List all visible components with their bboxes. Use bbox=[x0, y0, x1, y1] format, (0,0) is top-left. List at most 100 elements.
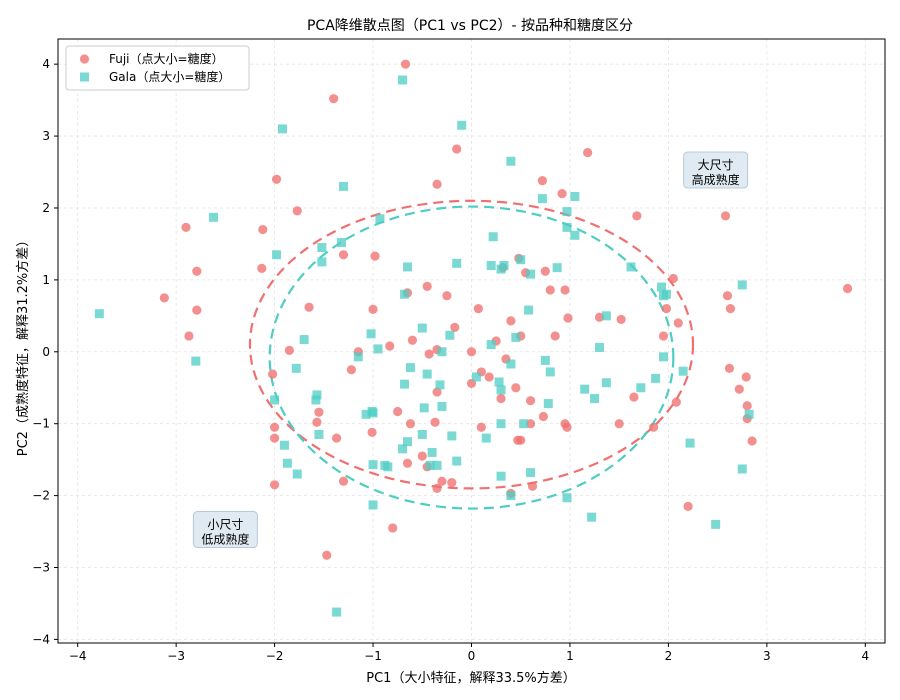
gala-point bbox=[678, 366, 688, 376]
legend-marker-gala bbox=[80, 72, 89, 82]
fuji-point bbox=[724, 363, 735, 373]
gala-point bbox=[511, 332, 521, 342]
gala-point bbox=[519, 419, 529, 429]
annotation-line2: 低成熟度 bbox=[201, 532, 249, 547]
gala-point bbox=[540, 355, 550, 365]
legend-label: Fuji（点大小=糖度） bbox=[109, 51, 224, 66]
gala-point bbox=[332, 607, 342, 617]
gala-point bbox=[405, 363, 415, 373]
fuji-point bbox=[405, 419, 416, 429]
fuji-point bbox=[447, 478, 457, 488]
fuji-point bbox=[540, 266, 550, 276]
fuji-point bbox=[450, 322, 460, 332]
gala-point bbox=[496, 419, 506, 429]
gala-point bbox=[272, 250, 282, 260]
fuji-point bbox=[720, 211, 731, 221]
fuji-point bbox=[506, 316, 516, 326]
x-tick-label: 1 bbox=[566, 649, 574, 663]
fuji-point bbox=[632, 211, 642, 221]
gala-point bbox=[398, 75, 408, 85]
gala-point bbox=[312, 390, 322, 400]
fuji-point bbox=[442, 291, 452, 301]
fuji-point bbox=[550, 331, 560, 341]
legend-label: Gala（点大小=糖度） bbox=[109, 69, 230, 84]
y-tick-label: −4 bbox=[32, 632, 50, 646]
gala-point bbox=[270, 395, 280, 405]
gala-point bbox=[337, 237, 347, 247]
fuji-point bbox=[417, 451, 427, 461]
y-tick-label: 1 bbox=[42, 273, 50, 287]
fuji-point bbox=[271, 174, 282, 184]
gala-point bbox=[279, 440, 289, 450]
y-tick-label: −2 bbox=[32, 489, 50, 503]
confidence-ellipse bbox=[268, 205, 675, 510]
gala-point bbox=[580, 384, 590, 394]
gala-point bbox=[496, 471, 506, 481]
gala-point bbox=[537, 194, 547, 204]
fuji-point bbox=[422, 281, 432, 291]
gala-point bbox=[661, 289, 671, 299]
fuji-point bbox=[385, 341, 395, 351]
gala-point bbox=[437, 401, 447, 411]
fuji-point bbox=[658, 331, 669, 341]
gala-point bbox=[452, 456, 462, 466]
legend: Fuji（点大小=糖度） Gala（点大小=糖度） bbox=[65, 45, 250, 91]
gala-point bbox=[516, 255, 526, 265]
fuji-point bbox=[668, 273, 678, 284]
annotation-line1: 小尺寸 bbox=[207, 518, 243, 532]
fuji-point bbox=[312, 417, 322, 427]
fuji-point bbox=[661, 304, 672, 314]
gala-point bbox=[526, 468, 536, 478]
fuji-point bbox=[496, 393, 506, 404]
fuji-point bbox=[432, 387, 442, 397]
fuji-point bbox=[269, 480, 280, 490]
gala-point bbox=[292, 469, 302, 479]
gala-point bbox=[417, 429, 427, 439]
gala-point bbox=[526, 269, 536, 279]
fuji-point bbox=[338, 476, 349, 486]
gala-point bbox=[445, 330, 455, 340]
fuji-point bbox=[560, 285, 570, 295]
gala-point bbox=[403, 437, 413, 447]
gala-point bbox=[471, 372, 481, 382]
confidence-ellipse bbox=[248, 199, 695, 490]
confidence-ellipses bbox=[248, 199, 695, 510]
gala-point bbox=[400, 289, 410, 299]
gala-point bbox=[506, 491, 516, 501]
gala-point bbox=[299, 335, 309, 345]
x-axis-label: PC1（大小特征，解释33.5%方差） bbox=[366, 670, 576, 686]
fuji-point bbox=[583, 148, 593, 158]
fuji-point bbox=[257, 263, 267, 273]
gala-point bbox=[353, 352, 363, 362]
annotation-line1: 大尺寸 bbox=[698, 158, 734, 172]
gala-point bbox=[524, 305, 534, 315]
fuji-point bbox=[747, 436, 757, 446]
fuji-point bbox=[722, 291, 733, 301]
annotation-line2: 高成熟度 bbox=[692, 172, 740, 187]
gala-point bbox=[488, 232, 498, 242]
x-tick-label: −2 bbox=[266, 649, 284, 663]
fuji-point bbox=[538, 411, 548, 422]
x-tick-label: 0 bbox=[468, 649, 476, 663]
legend-box bbox=[65, 45, 250, 91]
gala-point bbox=[552, 263, 562, 273]
gala-point bbox=[685, 438, 695, 448]
gala-point bbox=[368, 460, 378, 470]
fuji-point bbox=[292, 206, 302, 216]
gala-point bbox=[486, 261, 496, 270]
fuji-point bbox=[284, 345, 294, 355]
fuji-point bbox=[683, 501, 693, 511]
gala-point bbox=[737, 464, 747, 474]
fuji-point bbox=[511, 383, 521, 393]
x-tick-label: 4 bbox=[861, 649, 869, 663]
fuji-point bbox=[322, 550, 332, 560]
gala-point bbox=[383, 462, 393, 472]
gala-point bbox=[400, 379, 410, 389]
fuji-point bbox=[432, 483, 442, 494]
fuji-point bbox=[269, 433, 280, 443]
gala-point bbox=[494, 377, 504, 387]
gala-point bbox=[562, 493, 572, 503]
